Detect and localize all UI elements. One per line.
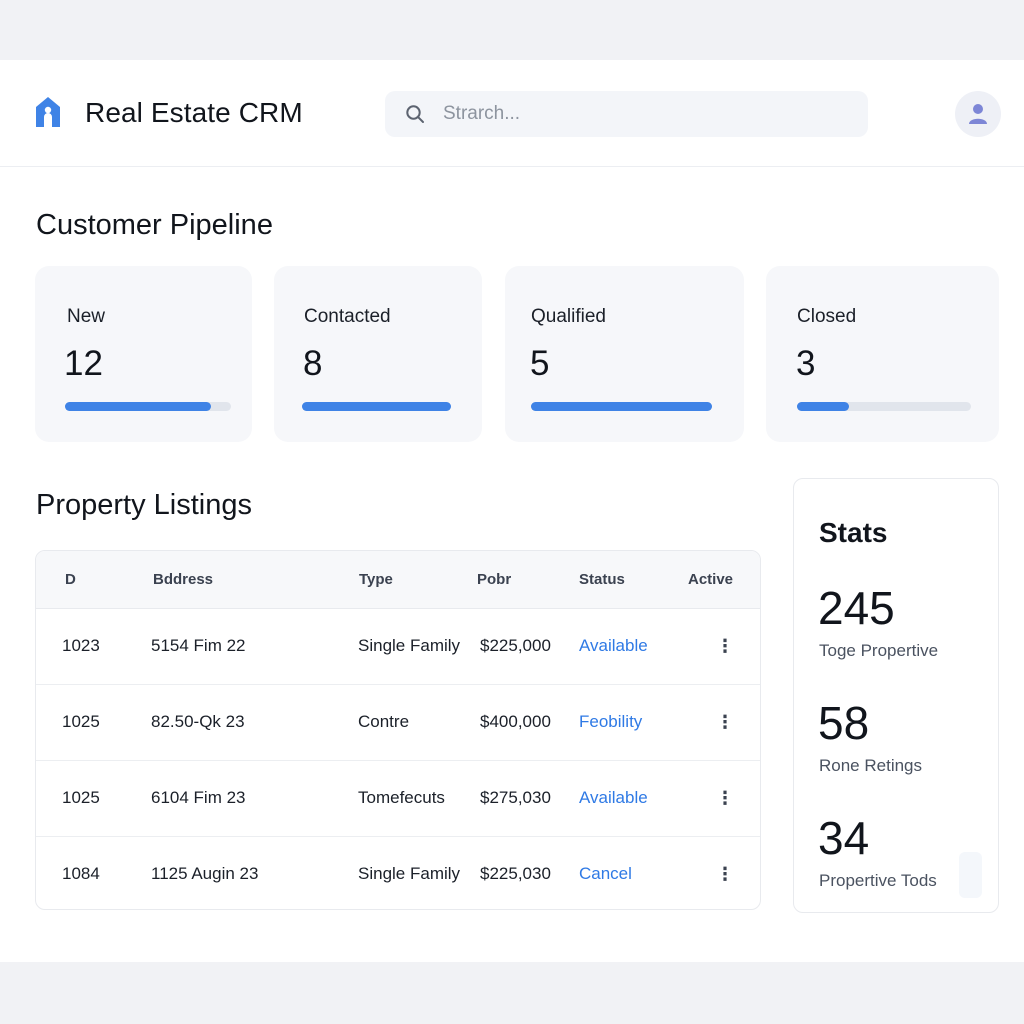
pipeline-card-qualified[interactable]: Qualified 5 <box>505 266 744 442</box>
listings-table: D Bddress Type Pobr Status Active 1023 5… <box>35 550 761 910</box>
stat-value: 58 <box>818 697 870 749</box>
stage-progress-fill <box>65 402 212 411</box>
table-row[interactable]: 1023 5154 Fim 22 Single Family $225,000 … <box>36 609 760 685</box>
stage-progress-bar <box>531 402 712 411</box>
stage-label: Contacted <box>304 306 391 327</box>
cell-address: 6104 Fim 23 <box>151 788 246 807</box>
scroll-handle[interactable] <box>959 852 982 898</box>
column-header-id[interactable]: D <box>65 571 76 588</box>
cell-id: 1023 <box>62 636 100 655</box>
column-header-status[interactable]: Status <box>579 571 625 588</box>
cell-status[interactable]: Available <box>579 788 648 807</box>
cell-id: 1025 <box>62 788 100 807</box>
cell-status[interactable]: Cancel <box>579 864 632 883</box>
stage-count: 8 <box>303 344 323 383</box>
stat-label: Rone Retings <box>819 756 923 775</box>
cell-type: Contre <box>358 712 410 731</box>
row-menu-icon[interactable]: ⋮ <box>716 712 734 732</box>
table-row[interactable]: 1084 1125 Augin 23 Single Family $225,03… <box>36 837 760 909</box>
listings-title: Property Listings <box>36 489 252 521</box>
stats-title: Stats <box>819 517 888 548</box>
cell-price: $400,000 <box>480 712 551 731</box>
stats-panel: Stats 245 Toge Propertive 58 Rone Reting… <box>793 478 999 913</box>
stage-progress-fill <box>531 402 712 411</box>
house-logo-icon <box>36 97 60 127</box>
search-input[interactable] <box>443 91 843 137</box>
stage-progress-bar <box>302 402 451 411</box>
stage-count: 12 <box>64 344 103 383</box>
column-header-address[interactable]: Bddress <box>153 571 214 588</box>
app-title: Real Estate CRM <box>85 97 303 128</box>
stage-label: Qualified <box>531 306 606 327</box>
user-avatar-button[interactable] <box>955 91 1001 137</box>
row-menu-icon[interactable]: ⋮ <box>716 788 734 808</box>
table-header: D Bddress Type Pobr Status Active <box>36 551 760 609</box>
stage-progress-fill <box>797 402 850 411</box>
row-menu-icon[interactable]: ⋮ <box>716 636 734 656</box>
pipeline-title: Customer Pipeline <box>36 209 273 241</box>
cell-type: Tomefecuts <box>358 788 445 807</box>
row-menu-icon[interactable]: ⋮ <box>716 864 734 884</box>
top-bar: Real Estate CRM <box>0 60 1024 167</box>
cell-status[interactable]: Available <box>579 636 648 655</box>
cell-address: 82.50-Qk 23 <box>151 712 245 731</box>
cell-type: Single Family <box>358 864 461 883</box>
cell-id: 1025 <box>62 712 100 731</box>
stat-value: 34 <box>818 812 870 864</box>
table-row[interactable]: 1025 6104 Fim 23 Tomefecuts $275,030 Ava… <box>36 761 760 837</box>
cell-type: Single Family <box>358 636 461 655</box>
search-icon <box>406 105 424 123</box>
cell-price: $225,030 <box>480 864 551 883</box>
cell-id: 1084 <box>62 864 100 883</box>
stat-value: 245 <box>818 582 895 634</box>
stage-progress-bar <box>65 402 231 411</box>
cell-address: 1125 Augin 23 <box>151 864 259 883</box>
column-header-price[interactable]: Pobr <box>477 571 512 588</box>
cell-status[interactable]: Feobility <box>579 712 643 731</box>
table-row[interactable]: 1025 82.50-Qk 23 Contre $400,000 Feobili… <box>36 685 760 761</box>
column-header-active[interactable]: Active <box>688 571 734 588</box>
stage-label: Closed <box>797 306 857 327</box>
stage-progress-fill <box>302 402 451 411</box>
stage-count: 3 <box>796 344 816 383</box>
column-header-type[interactable]: Type <box>359 571 393 588</box>
stage-progress-bar <box>797 402 971 411</box>
pipeline-card-contacted[interactable]: Contacted 8 <box>274 266 482 442</box>
cell-price: $225,000 <box>480 636 551 655</box>
app-window: Real Estate CRM Customer Pipeline New 12… <box>0 60 1024 962</box>
stat-label: Toge Propertive <box>819 641 939 660</box>
stat-label: Propertive Tods <box>819 871 937 890</box>
stage-label: New <box>67 306 106 327</box>
stage-count: 5 <box>530 344 550 383</box>
search-bar[interactable] <box>385 91 868 137</box>
cell-price: $275,030 <box>480 788 551 807</box>
cell-address: 5154 Fim 22 <box>151 636 246 655</box>
user-icon <box>969 104 987 124</box>
pipeline-card-closed[interactable]: Closed 3 <box>766 266 999 442</box>
pipeline-card-new[interactable]: New 12 <box>35 266 252 442</box>
